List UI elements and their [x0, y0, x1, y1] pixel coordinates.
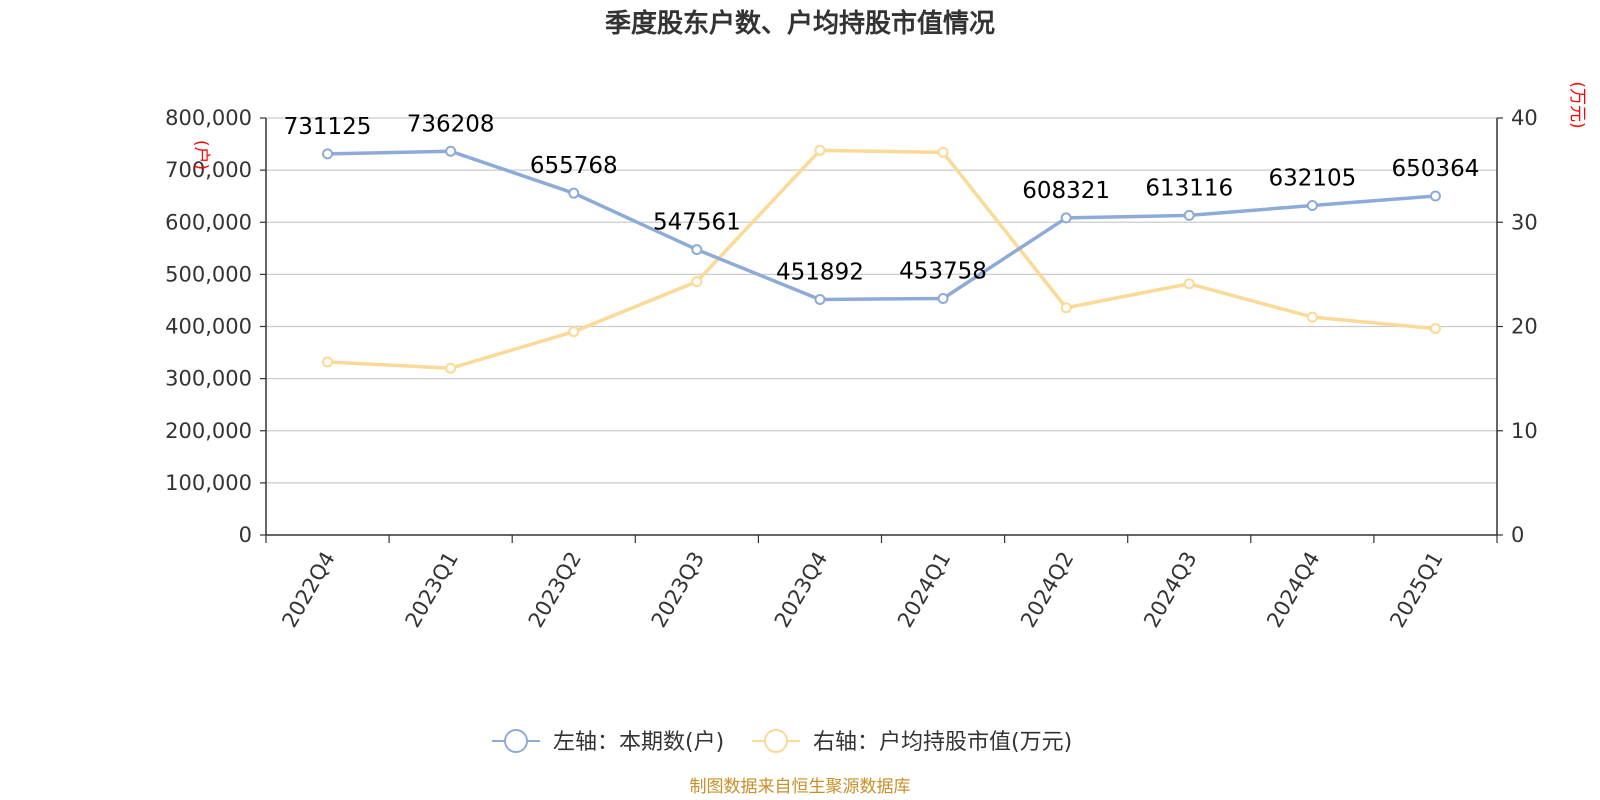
left-series-point: [1306, 200, 1318, 212]
data-label: 453758: [899, 258, 987, 284]
left-tick-label: 0: [239, 523, 252, 547]
x-tick-label: 2024Q4: [1262, 548, 1324, 632]
data-label: 451892: [776, 259, 864, 285]
data-labels: 731125 736208 655768 547561 451892 453758 6083…: [284, 111, 1480, 285]
left-series-point: [1183, 209, 1195, 221]
left-tick-label: 700,000: [165, 158, 252, 182]
data-label: 608321: [1022, 178, 1110, 204]
x-tick-label: 2024Q1: [893, 548, 955, 632]
legend: 左轴：本期数(户) 右轴：户均持股市值(万元): [492, 729, 1072, 755]
right-tick-label: 30: [1511, 210, 1538, 234]
data-label: 655768: [530, 153, 618, 179]
left-series-point: [322, 148, 334, 160]
left-tick-label: 200,000: [165, 419, 252, 443]
left-tick-label: 100,000: [165, 471, 252, 495]
data-label: 736208: [407, 111, 495, 137]
data-label: 547561: [653, 210, 741, 236]
right-series-point: [568, 326, 580, 338]
left-series-point: [1429, 190, 1441, 202]
left-tick-label: 300,000: [165, 367, 252, 391]
data-label: 731125: [284, 114, 372, 140]
legend-label: 左轴：本期数(户): [553, 730, 724, 755]
left-series-point: [691, 244, 703, 256]
data-label: 613116: [1145, 175, 1233, 201]
left-series-point: [937, 292, 949, 304]
left-axis-ticks: 0 100,000 200,000 300,000 400,000 500,000 600,…: [165, 106, 266, 547]
x-tick-label: 2022Q4: [277, 548, 339, 632]
x-tick-label: 2023Q2: [524, 548, 586, 632]
right-series-point: [1060, 302, 1072, 314]
left-series-point: [568, 187, 580, 199]
right-axis-ticks: 0 10 20 30 40: [1497, 106, 1538, 547]
right-tick-label: 20: [1511, 315, 1538, 339]
gridlines: [266, 117, 1497, 484]
right-series-point: [937, 146, 949, 158]
left-axis-unit: (户): [191, 140, 211, 170]
x-axis-ticks: 2022Q4 2023Q1 2023Q2 2023Q3 2023Q4 2024Q1 2024…: [265, 535, 1498, 632]
x-tick-label: 2023Q1: [401, 548, 463, 632]
right-series-point: [445, 362, 457, 374]
legend-label: 右轴：户均持股市值(万元): [813, 730, 1072, 755]
x-tick-label: 2024Q2: [1016, 548, 1078, 632]
left-tick-label: 400,000: [165, 315, 252, 339]
right-tick-label: 40: [1511, 106, 1538, 130]
right-tick-label: 10: [1511, 419, 1538, 443]
right-series-point: [1429, 323, 1441, 335]
right-axis-unit: (万元): [1567, 81, 1587, 128]
x-tick-label: 2024Q3: [1139, 548, 1201, 632]
left-series-line: [327, 149, 1436, 302]
left-series-point: [445, 145, 457, 157]
left-tick-label: 600,000: [165, 210, 252, 234]
legend-marker: [764, 729, 788, 753]
x-tick-label: 2023Q4: [770, 548, 832, 632]
left-series-point: [1060, 212, 1072, 224]
legend-marker: [504, 729, 528, 753]
x-tick-label: 2025Q1: [1385, 548, 1447, 632]
left-tick-label: 500,000: [165, 262, 252, 286]
left-series-point: [814, 293, 826, 305]
series-layer: [322, 144, 1441, 374]
right-series-point: [1306, 311, 1318, 323]
x-tick-label: 2023Q3: [647, 548, 709, 632]
right-series-line: [327, 148, 1436, 370]
left-tick-label: 800,000: [165, 106, 252, 130]
data-label: 650364: [1392, 156, 1480, 182]
chart-title: 季度股东户数、户均持股市值情况: [605, 8, 995, 39]
right-tick-label: 0: [1511, 523, 1524, 547]
right-series-point: [814, 144, 826, 156]
data-label: 632105: [1268, 166, 1356, 192]
right-series-point: [691, 276, 703, 288]
right-series-point: [1183, 278, 1195, 290]
source-note: 制图数据来自恒生聚源数据库: [690, 777, 911, 797]
right-series-point: [322, 356, 334, 368]
